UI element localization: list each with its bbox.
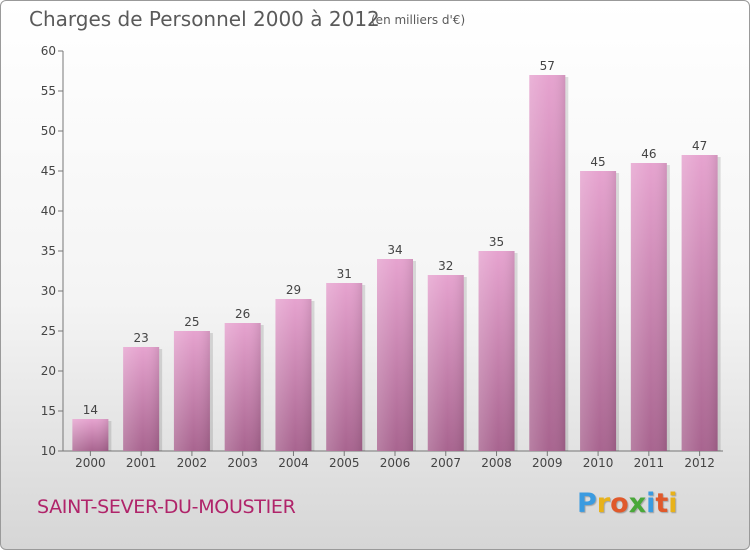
x-tick-label: 2006 [380,456,411,470]
bar-highlight [580,171,617,451]
x-tick-label: 2004 [278,456,309,470]
y-tick-label: 55 [41,84,56,98]
bar-highlight [377,259,413,451]
y-tick-label: 30 [41,284,56,298]
bar-highlight [173,331,210,451]
y-tick-label: 50 [41,124,56,138]
bar-highlight [427,275,464,451]
x-tick-label: 2007 [430,456,461,470]
bar-highlight [224,323,261,451]
bar-value-label: 26 [235,307,250,321]
logo-letter: i [646,488,656,519]
logo-letter: x [628,488,647,519]
place-name: SAINT-SEVER-DU-MOUSTIER [37,496,296,518]
bar-highlight [123,347,160,451]
x-tick-label: 2005 [329,456,360,470]
bar-highlight [72,419,109,451]
bar-highlight [326,283,363,451]
bar-value-label: 32 [438,259,453,273]
x-tick-label: 2000 [75,456,106,470]
bar-highlight [275,299,312,451]
x-tick-label: 2011 [634,456,665,470]
axes: 10 15 20 25 30 35 40 45 50 55 60 2000 2001 2002 2003 20… [41,44,723,470]
chart-subtitle: (en milliers d'€) [371,13,466,27]
bar-highlight [478,251,515,451]
bar-highlight [529,75,566,451]
logo-letter: t [655,488,669,519]
bar-value-label: 47 [692,139,707,153]
bar-value-label: 29 [286,283,301,297]
y-tick-label: 40 [41,204,56,218]
y-tick-label: 20 [41,364,56,378]
y-tick-label: 45 [41,164,56,178]
y-tick-label: 60 [41,44,56,58]
y-tick-label: 10 [41,444,56,458]
bars [72,75,721,451]
x-tick-label: 2001 [126,456,157,470]
bar-value-label: 14 [83,403,98,417]
bar-value-label: 34 [387,243,402,257]
bar-value-label: 31 [337,267,352,281]
y-tick-label: 25 [41,324,56,338]
logo-letter: o [610,488,629,519]
x-tick-label: 2012 [684,456,715,470]
x-tick-label: 2003 [227,456,258,470]
logo-letter: P [577,488,597,519]
proxiti-logo: Proxiti [577,488,678,519]
bar-highlight [681,155,718,451]
bar-value-label: 35 [489,235,504,249]
bar-value-label: 46 [641,147,656,161]
chart-title: Charges de Personnel 2000 à 2012 [29,7,380,31]
bar-value-label: 45 [590,155,605,169]
bar-value-label: 57 [540,59,555,73]
x-tick-label: 2009 [532,456,563,470]
bar-highlight [630,163,667,451]
logo-letter: i [668,488,678,519]
y-tick-label: 15 [41,404,56,418]
x-tick-label: 2010 [583,456,614,470]
x-tick-label: 2008 [481,456,512,470]
bar-value-label: 25 [184,315,199,329]
bar-value-label: 23 [134,331,149,345]
logo-letter: r [596,488,611,519]
value-labels: 14 23 25 26 29 31 34 32 35 57 45 46 47 [83,59,708,417]
x-tick-label: 2002 [177,456,208,470]
y-tick-label: 35 [41,244,56,258]
